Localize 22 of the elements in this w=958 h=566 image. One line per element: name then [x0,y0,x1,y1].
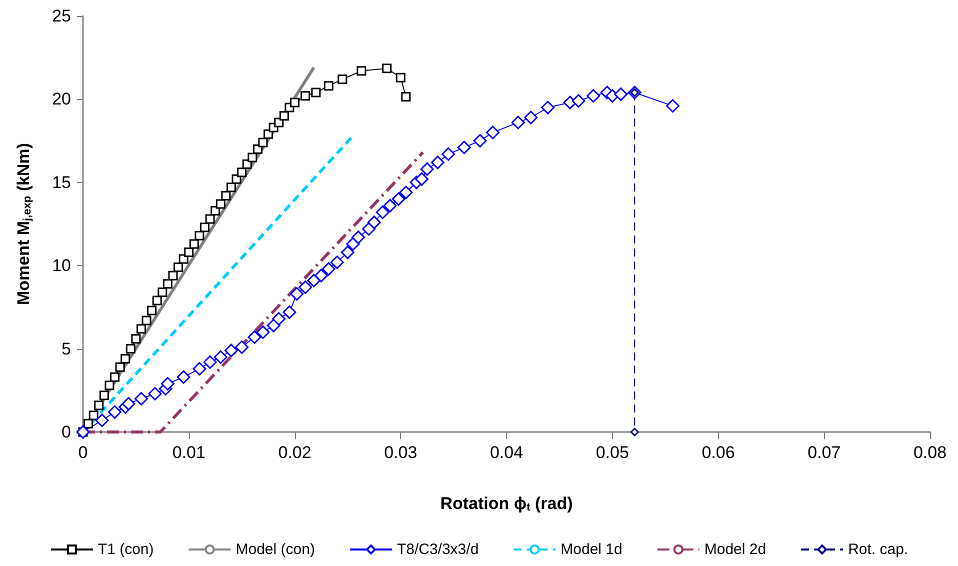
x-tick-label: 0.08 [913,443,947,462]
y-tick-label: 5 [62,339,71,358]
x-tick-label: 0.07 [808,443,841,462]
x-tick-label: 0.06 [702,443,735,462]
legend-label: Rot. cap. [848,541,908,558]
legend-label: Model 2d [704,541,766,558]
x-tick-label: 0.05 [596,443,629,462]
y-tick-label: 20 [52,90,71,109]
legend-label: T8/C3/3x3/d [396,541,479,558]
legend-label: T1 (con) [98,541,154,558]
y-tick-label: 15 [52,172,71,192]
y-axis-title: Moment Mj,exp (kNm) [14,142,34,306]
x-tick-label: 0.01 [172,443,206,462]
y-tick-label: 10 [52,256,71,276]
y-tick-label: 25 [52,6,71,26]
x-tick-label: 0 [78,443,88,462]
legend-label: Model 1d [560,541,622,558]
y-tick-label: 0 [62,422,71,442]
x-tick-label: 0.03 [384,443,418,462]
x-tick-label: 0.02 [278,443,312,462]
legend-label: Model (con) [236,541,315,558]
x-tick-label: 0.04 [490,443,524,462]
